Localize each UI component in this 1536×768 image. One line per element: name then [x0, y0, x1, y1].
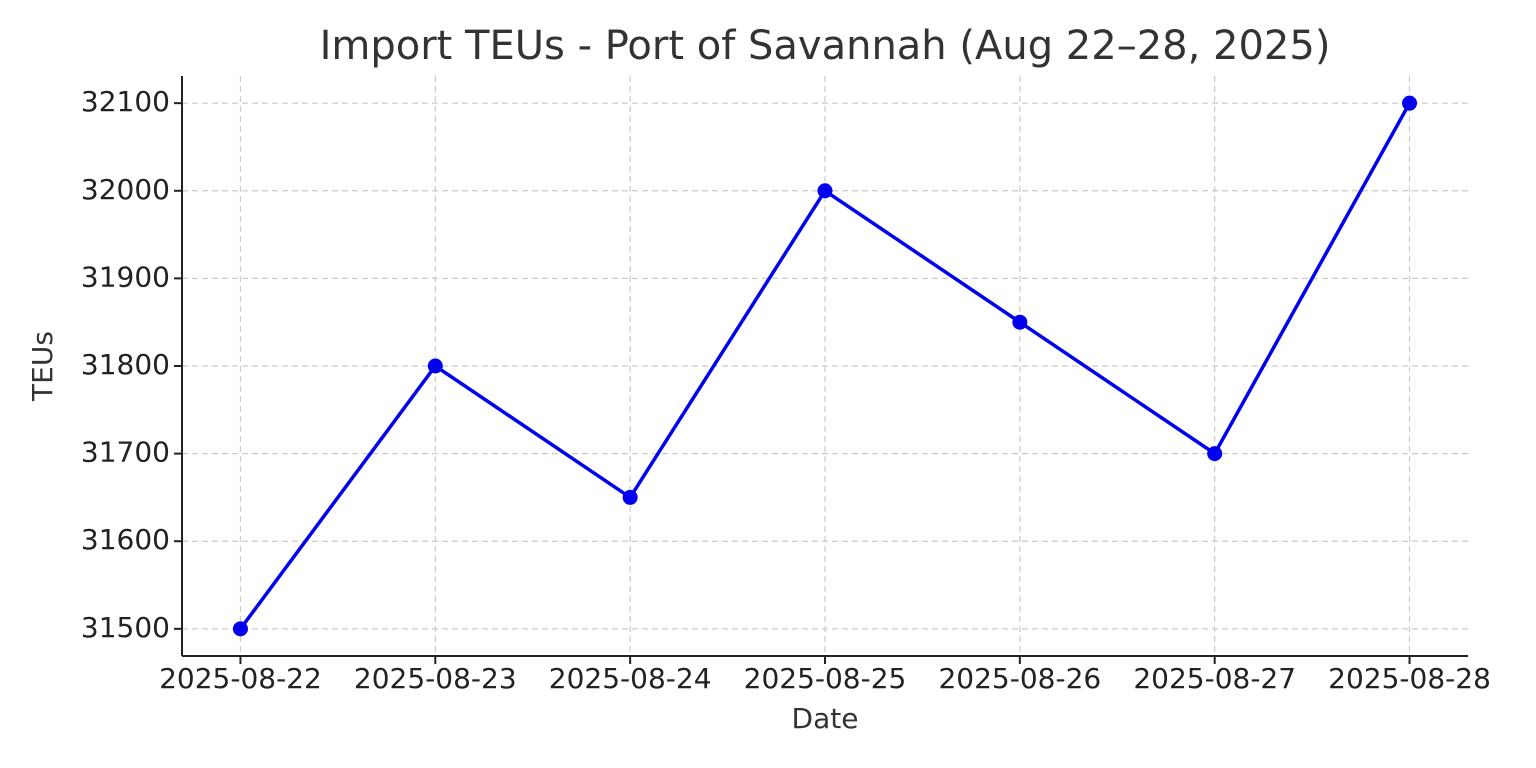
- y-tick-label: 31800: [81, 348, 170, 381]
- data-point: [1012, 314, 1028, 330]
- x-tick-label: 2025-08-27: [1133, 662, 1296, 695]
- data-point: [427, 358, 443, 374]
- x-tick-label: 2025-08-23: [354, 662, 517, 695]
- y-axis-label: TEUs: [26, 331, 59, 402]
- data-point: [1402, 95, 1418, 111]
- y-tick-label: 32000: [81, 173, 170, 206]
- y-tick-label: 32100: [81, 85, 170, 118]
- y-tick-label: 31600: [81, 523, 170, 556]
- data-point: [622, 489, 638, 505]
- x-tick-label: 2025-08-25: [744, 662, 907, 695]
- x-tick-label: 2025-08-28: [1328, 662, 1491, 695]
- data-point: [232, 621, 248, 637]
- y-tick-label: 31900: [81, 260, 170, 293]
- y-tick-label: 31700: [81, 436, 170, 469]
- x-tick-label: 2025-08-22: [159, 662, 322, 695]
- chart-title: Import TEUs - Port of Savannah (Aug 22–2…: [320, 23, 1331, 69]
- y-tick-label: 31500: [81, 611, 170, 644]
- x-tick-label: 2025-08-26: [938, 662, 1101, 695]
- x-tick-label: 2025-08-24: [549, 662, 712, 695]
- x-axis-label: Date: [792, 702, 859, 735]
- data-point: [1207, 446, 1223, 462]
- data-point: [817, 183, 833, 199]
